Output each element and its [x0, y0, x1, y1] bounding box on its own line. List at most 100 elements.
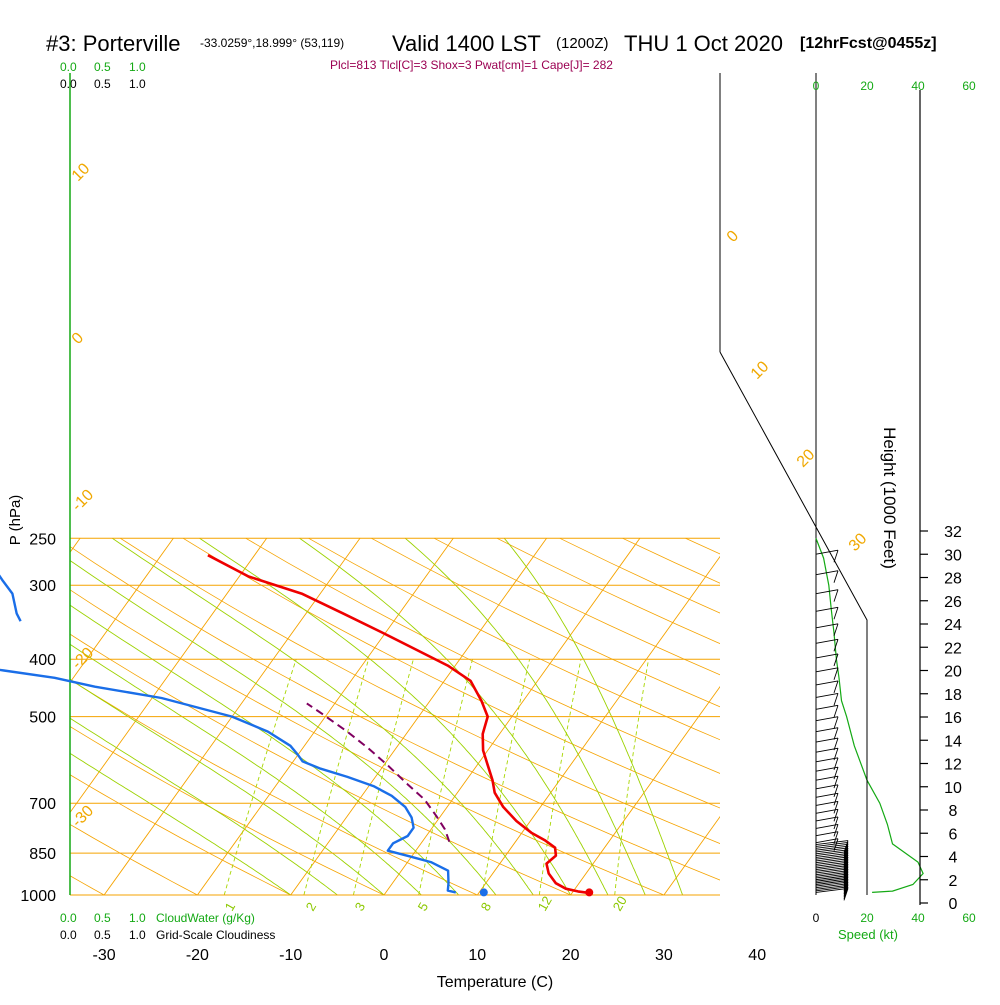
height-axis-label: Height (1000 Feet)	[880, 427, 899, 569]
station-coords: -33.0259°,18.999° (53,119)	[200, 36, 344, 50]
mixing-ratio-label: 3	[352, 900, 369, 914]
wind-barb-flag	[834, 571, 838, 583]
bottom-cloudiness-tick: 0.5	[94, 928, 111, 942]
isotherm-label: 10	[748, 358, 773, 383]
dry-adiabat-line	[0, 538, 11, 895]
height-tick-label: 10	[944, 780, 962, 797]
height-tick-label: 30	[944, 547, 962, 564]
isotherm-label: 20	[794, 446, 819, 471]
wind-barb	[816, 693, 838, 697]
wind-barb	[816, 717, 838, 721]
speed-tick-label-top: 0	[813, 79, 820, 93]
wind-barb	[816, 550, 838, 554]
bottom-cloudiness-tick: 0.0	[60, 928, 77, 942]
height-tick-label: 6	[949, 826, 958, 843]
y-axis-label: P (hPa)	[7, 495, 24, 546]
bottom-cloudwater-tick: 0.5	[94, 911, 111, 925]
top-cloudiness-tick: 0.0	[60, 77, 77, 91]
isotherm-line	[757, 538, 1000, 895]
height-tick-label: 12	[944, 757, 962, 774]
mixing-ratio-line	[615, 659, 649, 895]
top-cloudiness-tick: 1.0	[129, 77, 146, 91]
wind-barb-flag	[834, 624, 838, 636]
mixing-ratio-label: 5	[415, 900, 432, 914]
isotherm-label: 0	[69, 329, 87, 347]
upper-dewpoint-line	[0, 553, 21, 621]
speed-tick-label-bottom: 40	[911, 911, 925, 925]
mixing-ratio-label: 20	[610, 893, 630, 913]
wind-panel	[816, 73, 923, 900]
speed-tick-label-bottom: 60	[962, 911, 976, 925]
mixing-ratio-label: 12	[535, 893, 555, 913]
dry-adiabat-line	[874, 538, 1000, 895]
forecast-info: [12hrFcst@0455z]	[800, 35, 937, 52]
wind-speed-line	[816, 538, 923, 892]
y-tick-label: 1000	[20, 888, 56, 905]
wind-barb-flag	[834, 705, 838, 717]
height-tick-label: 24	[944, 617, 962, 634]
top-cloudwater-tick: 0.0	[60, 60, 77, 74]
mixing-ratio-line	[304, 659, 369, 895]
surface-temperature-dot	[585, 888, 593, 896]
x-tick-label: -10	[279, 947, 302, 964]
bottom-cloudwater-tick: 0.0	[60, 911, 77, 925]
speed-tick-label-top: 40	[911, 79, 925, 93]
terrain-outline	[720, 352, 867, 895]
wind-barb-flag	[834, 717, 838, 729]
x-tick-label: 0	[380, 947, 389, 964]
cloudwater-label: CloudWater (g/Kg)	[156, 911, 255, 925]
mixing-ratio-line	[353, 659, 413, 895]
mixing-ratio-line	[419, 659, 473, 895]
y-tick-label: 500	[29, 710, 56, 727]
isotherm-label: 0	[724, 227, 742, 245]
height-tick-label: 2	[949, 873, 958, 890]
mixing-ratio-label: 8	[478, 900, 495, 914]
isotherm-label: 10	[69, 160, 94, 185]
height-tick-label: 14	[944, 733, 962, 750]
valid-zulu: (1200Z)	[556, 35, 609, 52]
top-cloudwater-tick: 0.5	[94, 60, 111, 74]
temperature-line	[208, 555, 589, 893]
speed-tick-label-bottom: 20	[860, 911, 874, 925]
height-tick-label: 26	[944, 594, 962, 611]
height-tick-label: 20	[944, 664, 962, 681]
wind-barb	[816, 607, 838, 611]
dry-adiabat-line	[748, 538, 1000, 895]
speed-tick-label-top: 20	[860, 79, 874, 93]
speed-axis-label: Speed (kt)	[838, 927, 898, 942]
wind-barb	[816, 654, 838, 658]
x-tick-label: 30	[655, 947, 673, 964]
height-tick-label: 16	[944, 710, 962, 727]
height-tick-label: 0	[949, 896, 958, 913]
mixing-ratio-line	[224, 659, 296, 895]
station-title: #3: Porterville	[46, 31, 181, 56]
wind-barb-flag	[834, 607, 838, 619]
bottom-cloudiness-tick: 1.0	[129, 928, 146, 942]
y-tick-label: 250	[29, 531, 56, 548]
y-tick-label: 400	[29, 652, 56, 669]
speed-tick-label-bottom: 0	[813, 911, 820, 925]
wind-barb-flag	[834, 681, 838, 693]
mixing-ratio-line	[539, 659, 581, 895]
wind-barb	[816, 668, 838, 672]
height-tick-label: 18	[944, 687, 962, 704]
wind-barb	[816, 681, 838, 685]
height-tick-label: 28	[944, 571, 962, 588]
bottom-cloudwater-tick: 1.0	[129, 911, 146, 925]
surface-dewpoint-dot	[480, 888, 488, 896]
wind-barb-flag	[834, 668, 838, 680]
height-tick-label: 22	[944, 640, 962, 657]
speed-tick-label-top: 60	[962, 79, 976, 93]
wind-barb-flag	[834, 693, 838, 705]
x-axis-label: Temperature (C)	[437, 974, 553, 991]
x-tick-label: 10	[468, 947, 486, 964]
x-tick-label: -20	[186, 947, 209, 964]
wind-barb	[816, 728, 838, 732]
height-tick-label: 8	[949, 803, 958, 820]
